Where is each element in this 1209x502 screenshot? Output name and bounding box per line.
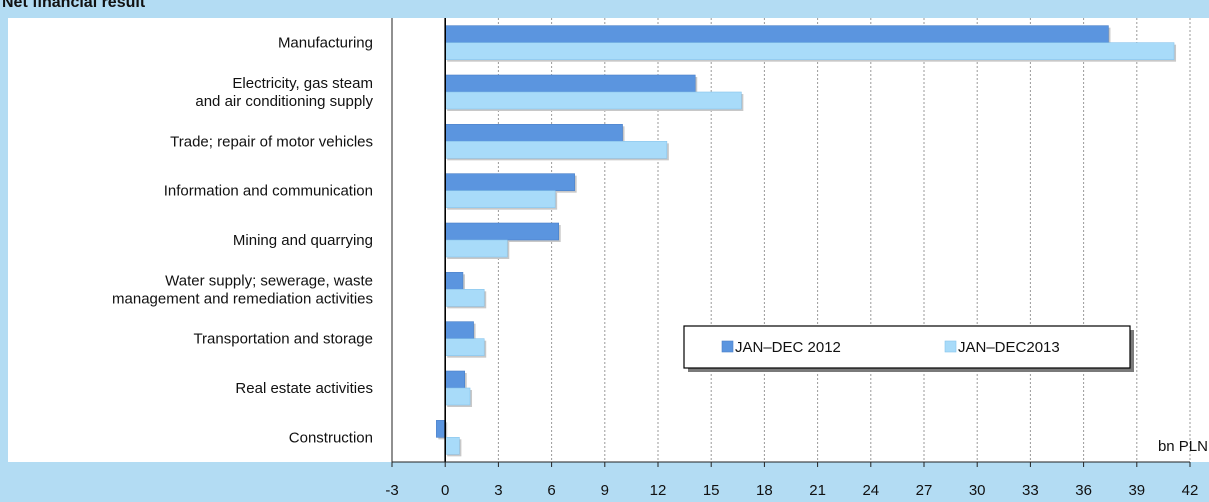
legend: JAN–DEC 2012 JAN–DEC2013: [683, 325, 1134, 372]
bar-2012: [444, 222, 559, 241]
category-label: management and remediation activities: [112, 290, 373, 307]
grid-lines: [391, 18, 1191, 462]
legend-label: JAN–DEC 2012: [735, 339, 841, 356]
bar-2012: [444, 321, 474, 339]
tick-label: 33: [1022, 482, 1039, 499]
bars: [436, 25, 1177, 457]
bar-2013: [444, 42, 1175, 60]
bar-2012: [444, 272, 464, 290]
tick-label: 30: [969, 482, 986, 499]
tick-label: 18: [756, 482, 773, 499]
bar-2012: [444, 370, 466, 389]
category-label: Electricity, gas steam: [232, 75, 373, 92]
category-label: Information and communication: [164, 183, 373, 200]
category-label: Water supply; sewerage, waste: [165, 272, 373, 289]
tick-label: 15: [703, 482, 720, 499]
category-label: Manufacturing: [278, 35, 373, 52]
bar-2012: [444, 74, 696, 93]
category-label: Trade; repair of motor vehicles: [170, 133, 373, 150]
category-label: Transportation and storage: [193, 331, 373, 348]
category-label: Mining and quarrying: [233, 232, 373, 249]
tick-label: 6: [547, 482, 555, 499]
bar-2013: [444, 387, 471, 406]
category-label: Real estate activities: [235, 380, 373, 397]
tick-label: 39: [1128, 482, 1145, 499]
tick-label: 21: [809, 482, 826, 499]
legend-swatch: [721, 340, 734, 353]
bar-2013: [444, 437, 460, 455]
tick-labels: -3 0 3 6 9 12 15 18 21 24 27 30 33 36 39 42: [385, 482, 1198, 499]
bar-2012: [444, 25, 1109, 43]
bar-2012: [436, 420, 446, 438]
tick-label: 12: [650, 482, 667, 499]
bar-2013: [444, 190, 556, 208]
category-label: Construction: [289, 429, 373, 446]
tick-label: 24: [862, 482, 879, 499]
axes: [391, 18, 1191, 467]
tick-label: 0: [441, 482, 449, 499]
bar-2013: [444, 338, 485, 356]
legend-label: JAN–DEC2013: [958, 339, 1060, 356]
legend-box: [683, 325, 1131, 369]
bar-2013: [444, 141, 668, 159]
bar-2013: [444, 91, 742, 110]
tick-label: 3: [494, 482, 502, 499]
tick-label: 9: [601, 482, 609, 499]
category-label: and air conditioning supply: [195, 93, 373, 110]
chart-title: Net financial result: [2, 0, 146, 11]
tick-label: 42: [1182, 482, 1199, 499]
bar-2013: [444, 289, 485, 307]
tick-label: 36: [1075, 482, 1092, 499]
bar-2012: [444, 173, 575, 191]
bar-2013: [444, 239, 508, 258]
unit-label: bn PLN: [1158, 438, 1208, 455]
tick-label: -3: [385, 482, 398, 499]
legend-swatch: [944, 340, 957, 353]
tick-label: 27: [916, 482, 933, 499]
bar-2012: [444, 124, 623, 142]
